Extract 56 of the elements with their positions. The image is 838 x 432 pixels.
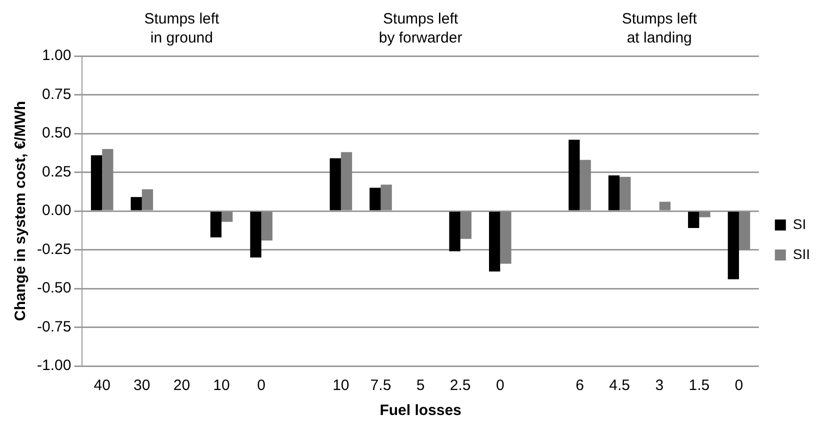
bar (728, 212, 739, 280)
bar (449, 212, 460, 252)
bar (738, 212, 750, 250)
legend-label: SII (792, 246, 810, 262)
bar (460, 212, 472, 239)
x-tick-label: 1.5 (688, 377, 710, 394)
x-tick-label: 0 (496, 377, 504, 394)
y-tick-label: 0.25 (42, 163, 72, 180)
bar (330, 158, 341, 210)
bar (261, 212, 272, 240)
x-tick-label: 40 (94, 377, 110, 394)
x-tick-label: 4.5 (609, 377, 630, 394)
x-tick-label: 0 (734, 377, 744, 394)
x-tick-label: 10 (213, 377, 230, 394)
bar (489, 212, 500, 272)
bar (130, 197, 142, 210)
bar (500, 212, 512, 264)
x-tick-label: 0 (257, 377, 266, 394)
bar (250, 212, 262, 258)
x-tick-label: 5 (416, 377, 425, 394)
x-axis-title: Fuel losses (380, 402, 462, 420)
bar (90, 155, 102, 210)
bar (608, 175, 620, 210)
x-tick-label: 7.5 (370, 377, 392, 394)
bar (222, 212, 233, 222)
y-tick-label: -1.00 (36, 357, 72, 374)
text: Stumps left by forwarder (378, 10, 462, 47)
y-tick-label: -0.25 (36, 240, 72, 258)
y-tick-label: 0.50 (42, 124, 72, 142)
x-tick-label: 30 (134, 377, 150, 394)
text: Stumps left at landing (622, 10, 698, 47)
bar (102, 149, 114, 210)
legend-label: SI (792, 216, 806, 232)
bar (380, 184, 392, 210)
bar (568, 140, 580, 210)
y-axis-title: Change in system cost, €/MWh (12, 100, 30, 322)
y-tick-label: 0.00 (42, 202, 72, 220)
bar (142, 189, 154, 210)
x-tick-label: 2.5 (450, 377, 471, 394)
bar (370, 188, 381, 210)
text: Stumps left in ground (144, 10, 220, 47)
x-tick-label: 6 (576, 377, 584, 394)
x-tick-label: 3 (655, 377, 664, 394)
bar (620, 176, 631, 210)
bar (688, 212, 700, 228)
bar (340, 152, 352, 210)
x-tick-label: 10 (332, 377, 350, 394)
y-tick-label: 0.75 (42, 86, 72, 103)
y-tick-label: 1.00 (42, 47, 72, 64)
y-tick-label: -0.50 (36, 280, 72, 297)
bar (210, 212, 222, 238)
bar (580, 160, 591, 210)
y-tick-label: -0.75 (36, 318, 72, 336)
bar (699, 212, 710, 218)
bar (659, 202, 671, 210)
x-tick-label: 20 (173, 377, 190, 394)
